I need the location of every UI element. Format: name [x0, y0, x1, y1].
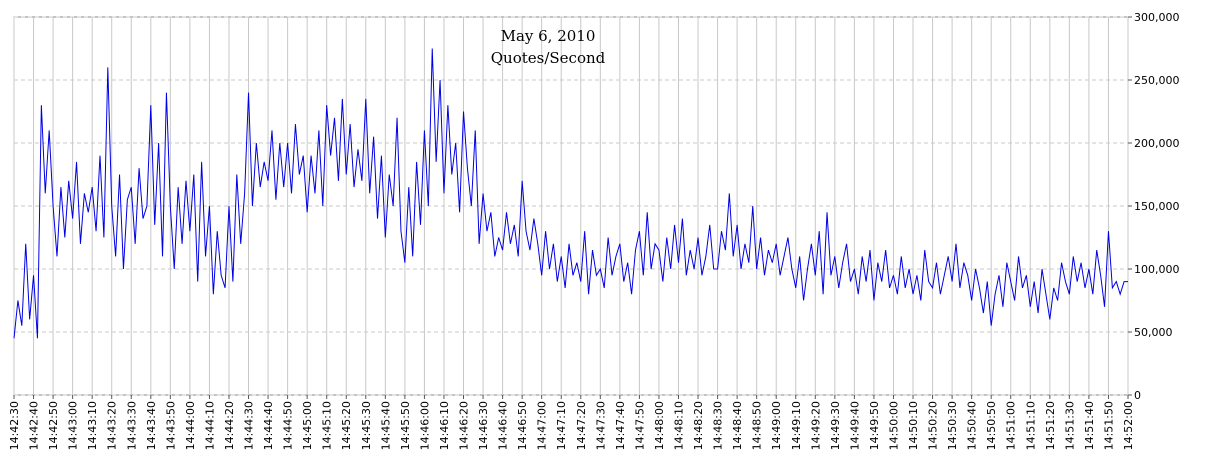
grid	[13, 16, 1129, 396]
x-tick-label: 14:42:40	[28, 401, 41, 450]
x-tick-label: 14:48:50	[751, 401, 764, 450]
x-tick-label: 14:51:30	[1063, 401, 1076, 450]
x-tick-label: 14:44:50	[282, 401, 295, 450]
x-tick-label: 14:49:50	[868, 401, 881, 450]
x-tick-label: 14:48:00	[653, 401, 666, 450]
x-tick-label: 14:47:20	[575, 401, 588, 450]
x-tick-label: 14:51:10	[1024, 401, 1037, 450]
x-tick-label: 14:49:10	[790, 401, 803, 450]
x-tick-label: 14:42:50	[47, 401, 60, 450]
x-tick-label: 14:44:10	[203, 401, 216, 450]
x-tick-label: 14:46:10	[438, 401, 451, 450]
x-tick-label: 14:43:20	[106, 401, 119, 450]
x-tick-label: 14:44:40	[262, 401, 275, 450]
y-tick-label: 150,000	[1134, 200, 1180, 213]
x-tick-label: 14:48:10	[672, 401, 685, 450]
x-tick-label: 14:50:10	[907, 401, 920, 450]
x-tick-label: 14:51:50	[1102, 401, 1115, 450]
x-tick-label: 14:45:30	[360, 401, 373, 450]
x-tick-label: 14:45:20	[340, 401, 353, 450]
x-tick-label: 14:45:10	[321, 401, 334, 450]
x-tick-label: 14:49:00	[770, 401, 783, 450]
x-tick-label: 14:47:40	[614, 401, 627, 450]
x-tick-label: 14:43:30	[125, 401, 138, 450]
y-tick-label: 300,000	[1134, 11, 1180, 24]
y-tick-label: 50,000	[1134, 326, 1173, 339]
y-tick-label: 250,000	[1134, 74, 1180, 87]
x-tick-label: 14:50:30	[946, 401, 959, 450]
x-tick-label: 14:47:30	[594, 401, 607, 450]
x-tick-label: 14:44:30	[243, 401, 256, 450]
x-tick-label: 14:44:20	[223, 401, 236, 450]
x-tick-label: 14:46:40	[497, 401, 510, 450]
x-tick-label: 14:43:10	[86, 401, 99, 450]
x-tick-label: 14:46:20	[458, 401, 471, 450]
x-tick-label: 14:46:30	[477, 401, 490, 450]
y-tick-label: 0	[1134, 389, 1141, 402]
x-tick-label: 14:49:20	[809, 401, 822, 450]
y-tick-label: 200,000	[1134, 137, 1180, 150]
x-tick-label: 14:48:30	[712, 401, 725, 450]
x-tick-label: 14:51:40	[1083, 401, 1096, 450]
x-tick-label: 14:47:50	[633, 401, 646, 450]
x-tick-label: 14:47:00	[536, 401, 549, 450]
x-tick-label: 14:43:50	[164, 401, 177, 450]
y-tick-label: 100,000	[1134, 263, 1180, 276]
x-tick-label: 14:42:30	[8, 401, 21, 450]
x-tick-label: 14:51:20	[1044, 401, 1057, 450]
x-tick-label: 14:50:20	[927, 401, 940, 450]
x-tick-label: 14:47:10	[555, 401, 568, 450]
x-tick-label: 14:50:50	[985, 401, 998, 450]
chart-title: May 6, 2010	[501, 27, 596, 45]
series-line	[13, 48, 1128, 339]
x-tick-label: 14:49:40	[848, 401, 861, 450]
chart-subtitle: Quotes/Second	[491, 49, 606, 67]
x-tick-label: 14:44:00	[184, 401, 197, 450]
marks	[13, 48, 1128, 339]
x-tick-label: 14:46:50	[516, 401, 529, 450]
x-tick-label: 14:43:40	[145, 401, 158, 450]
x-tick-label: 14:45:50	[399, 401, 412, 450]
x-tick-label: 14:48:40	[731, 401, 744, 450]
x-tick-label: 14:51:00	[1005, 401, 1018, 450]
x-tick-label: 14:45:40	[379, 401, 392, 450]
x-tick-label: 14:50:00	[887, 401, 900, 450]
x-tick-label: 14:49:30	[829, 401, 842, 450]
x-tick-label: 14:48:20	[692, 401, 705, 450]
x-tick-label: 14:52:00	[1122, 401, 1135, 450]
x-tick-label: 14:45:00	[301, 401, 314, 450]
x-tick-label: 14:50:40	[966, 401, 979, 450]
x-tick-label: 14:43:00	[67, 401, 80, 450]
x-tick-label: 14:46:00	[418, 401, 431, 450]
